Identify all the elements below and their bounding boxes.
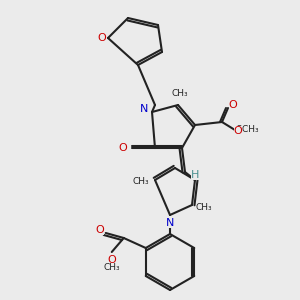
Text: O: O: [98, 33, 106, 43]
Text: O: O: [107, 255, 116, 265]
Text: CH₃: CH₃: [196, 202, 212, 211]
Text: CH₃: CH₃: [172, 88, 188, 98]
Text: H: H: [191, 170, 199, 180]
Text: CH₃: CH₃: [133, 178, 149, 187]
Text: N: N: [166, 218, 174, 228]
Text: O: O: [95, 225, 104, 235]
Text: O: O: [234, 126, 242, 136]
Text: O: O: [118, 143, 127, 153]
Text: OCH₃: OCH₃: [235, 125, 259, 134]
Text: CH₃: CH₃: [103, 263, 120, 272]
Text: O: O: [229, 100, 237, 110]
Text: N: N: [140, 104, 148, 114]
